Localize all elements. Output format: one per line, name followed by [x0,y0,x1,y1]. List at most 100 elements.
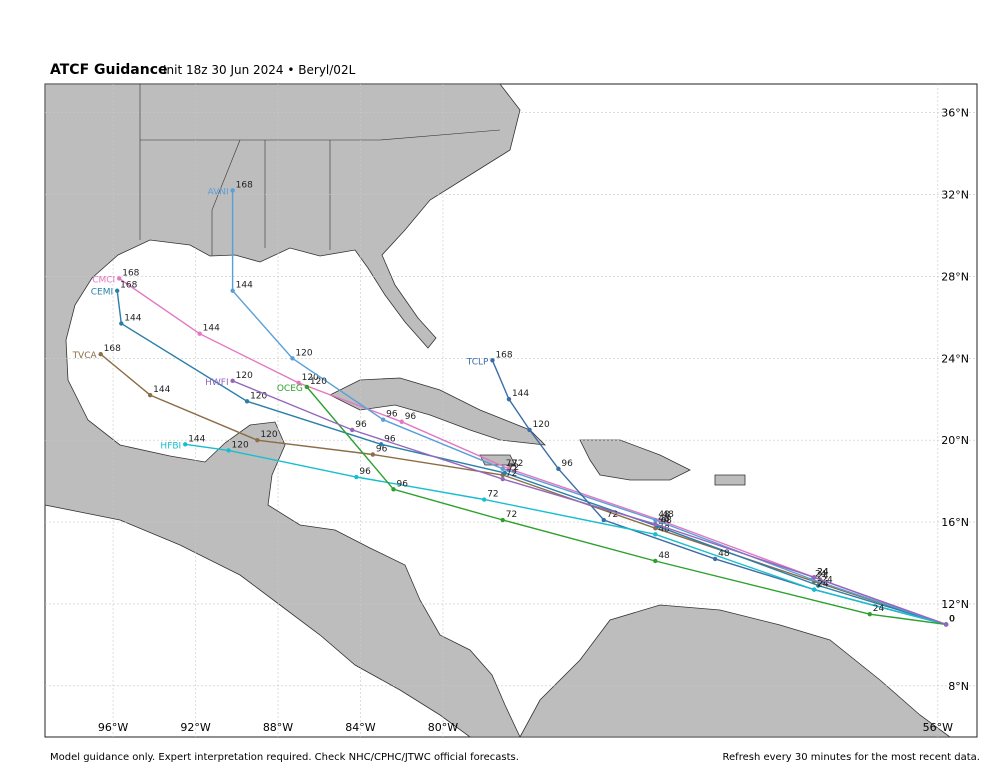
hour-label: 96 [561,459,573,469]
model-name: CEMI [91,288,113,298]
footer-note: Model guidance only. Expert interpretati… [50,752,519,763]
lat-label: 36°N [941,107,969,120]
hour-label: 168 [495,350,512,360]
hour-label: 96 [384,434,396,444]
hour-label: 24 [817,580,829,590]
north-central-america [44,83,521,738]
track-point [117,276,122,281]
track-point [867,611,872,617]
track-point [226,448,231,453]
track-point [653,521,658,527]
track-line [100,353,947,626]
hour-label: 96 [386,410,398,420]
track-point [183,442,188,447]
track-point [500,476,505,482]
track-point [506,397,512,402]
hour-label: 168 [104,344,121,354]
track-line [116,290,947,626]
graticule: 36°N 32°N 28°N 24°N 20°N 16°N 12°N 8°N 96°W 92°W 8… [45,84,977,737]
hour-label: 144 [236,281,253,291]
state-borders [140,129,501,141]
model-name: HFBI [160,441,181,451]
hour-label: 72 [506,459,517,469]
lat-label: 24°N [941,352,969,365]
hour-label: 72 [512,459,523,469]
lon-label: 56°W [923,721,953,734]
lon-label: 96°W [98,721,128,734]
track-point [527,427,532,433]
hour-label: 120 [232,440,249,450]
hour-label: 24 [817,567,829,577]
hour-label: 24 [821,576,833,586]
track-point [244,399,250,404]
model-name: TVCA [72,351,98,361]
track-point [230,288,235,293]
hispaniola [579,439,691,481]
hour-label: 0 [949,614,955,624]
track-point [399,419,404,424]
subtitle: Init 18z 30 Jun 2024 • Beryl/02L [163,63,356,77]
track-point [290,356,295,361]
model-name: TCLP [466,357,489,367]
hour-label: 72 [506,510,517,520]
hour-label: 120 [236,371,253,381]
track-point [230,378,235,384]
lon-label: 88°W [263,721,293,734]
model-track: 0 24 48 72 96 120 OCEG [277,377,955,627]
hour-label: 96 [405,412,417,422]
hour-label: 168 [122,268,139,278]
lat-label: 20°N [941,434,969,447]
track-line [306,386,947,626]
track-point [811,575,817,580]
lat-label: 12°N [941,598,969,611]
hour-label: 96 [355,420,367,430]
track-point [370,452,376,457]
hour-label: 72 [487,490,498,500]
hour-label: 168 [120,281,137,291]
track-point [350,427,355,433]
model-name: HWFI [205,378,229,388]
track-line [232,380,947,626]
track-point [653,558,658,564]
model-track: 0 24 48 72 96 120 144 168 CEMI [91,281,955,627]
hour-label: 0 [949,614,955,624]
track-point [378,442,384,447]
model-name: OCEG [277,384,303,394]
model-track: 0 24 48 72 96 120 144 168 AVNI [208,180,955,627]
lon-label: 92°W [180,721,210,734]
track-line [118,277,947,626]
south-america [519,604,952,738]
hour-label: 24 [817,567,829,577]
hour-label: 72 [607,510,618,520]
hour-label: 0 [949,614,955,624]
lat-label: 8°N [948,680,969,693]
track-point [943,622,949,627]
track-point [304,384,310,390]
hour-label: 120 [260,430,277,440]
footer-refresh: Refresh every 30 minutes for the most re… [723,752,980,763]
hour-label: 72 [506,469,517,479]
hour-label: 0 [949,614,955,624]
hour-label: 24 [873,604,885,614]
track-point [481,497,487,502]
track-point [712,556,718,562]
track-point [114,288,120,293]
hour-label: 96 [359,467,371,477]
cuba [329,377,547,446]
track-point [119,321,124,326]
hour-label: 48 [658,510,670,520]
hour-label: 0 [949,614,955,624]
hour-label: 96 [396,479,408,489]
lat-label: 28°N [941,270,969,283]
track-point [556,466,561,472]
hour-label: 48 [718,549,730,559]
track-point [98,352,103,357]
lon-label: 84°W [345,721,375,734]
land [44,83,952,738]
hour-label: 144 [188,434,205,444]
hour-label: 120 [533,420,550,430]
track-point [601,517,606,523]
track-point [391,487,396,492]
